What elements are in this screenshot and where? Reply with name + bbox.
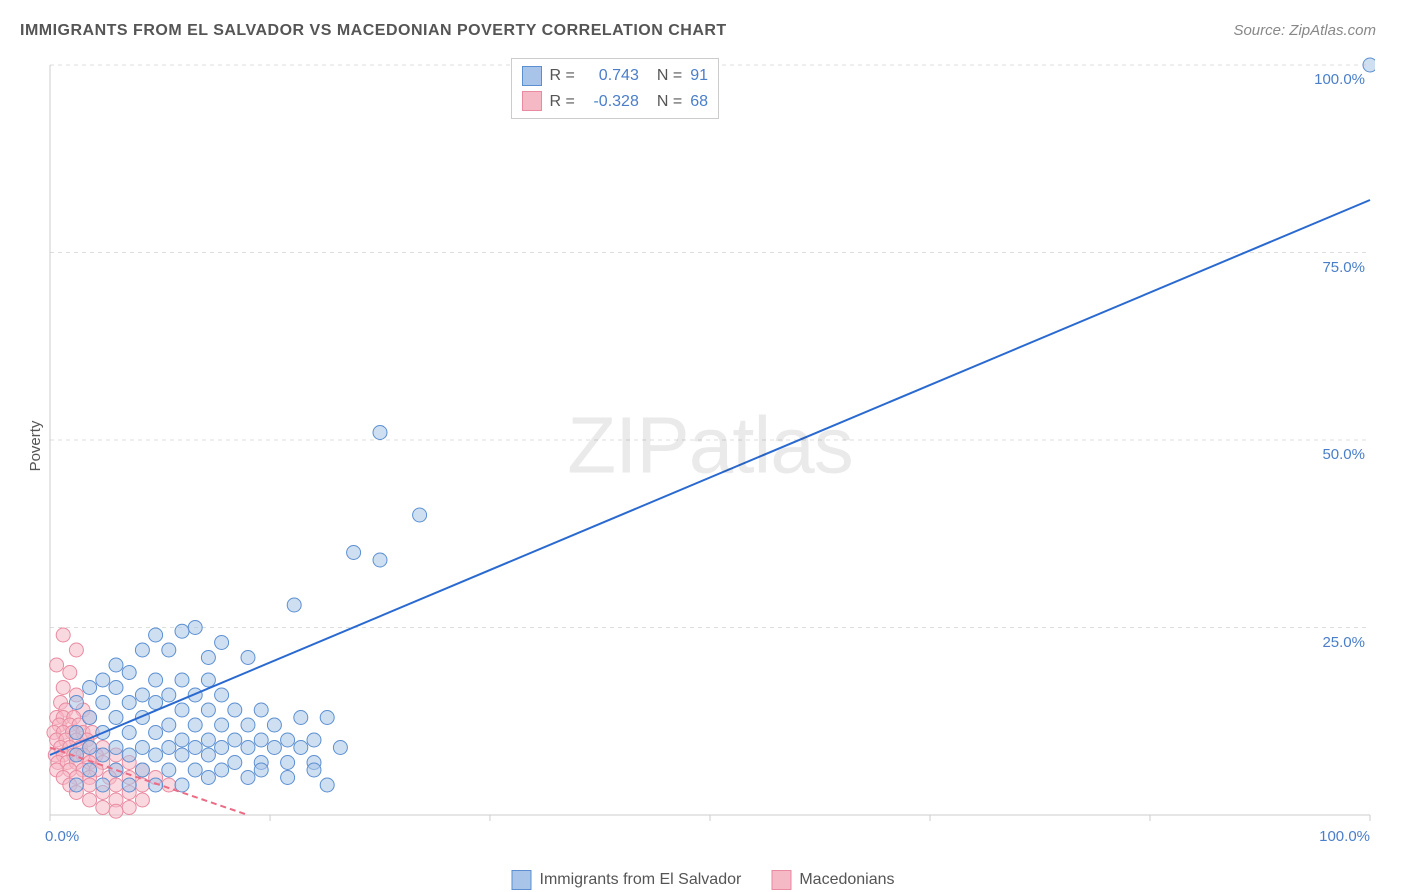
- r-value: -0.328: [583, 89, 639, 115]
- x-axis-tick-label-min: 0.0%: [45, 828, 79, 845]
- y-axis-tick-label-100: 100.0%: [1314, 71, 1365, 88]
- y-axis-label: Poverty: [27, 421, 44, 472]
- y-axis-tick-label-50: 50.0%: [1322, 446, 1365, 463]
- r-label: R =: [550, 89, 575, 115]
- legend-row: R = -0.328 N = 68: [522, 89, 708, 115]
- legend-swatch: [522, 91, 542, 111]
- y-axis-tick-label-25: 25.0%: [1322, 634, 1365, 651]
- n-label: N =: [657, 63, 682, 89]
- correlation-legend: R = 0.743 N = 91 R = -0.328 N = 68: [511, 58, 719, 119]
- legend-item: Macedonians: [771, 870, 894, 890]
- legend-swatch: [522, 66, 542, 86]
- legend-label: Macedonians: [799, 871, 894, 889]
- legend-row: R = 0.743 N = 91: [522, 63, 708, 89]
- source-label: Source: ZipAtlas.com: [1233, 22, 1376, 39]
- n-value: 91: [690, 63, 708, 89]
- n-label: N =: [657, 89, 682, 115]
- r-label: R =: [550, 63, 575, 89]
- r-value: 0.743: [583, 63, 639, 89]
- n-value: 68: [690, 89, 708, 115]
- scatter-chart: [45, 55, 1375, 845]
- legend-item: Immigrants from El Salvador: [511, 870, 741, 890]
- series-legend: Immigrants from El Salvador Macedonians: [511, 870, 894, 890]
- plot-area: ZIPatlas R =0.743N =91R =-0.328N =68 0.0…: [45, 55, 1375, 845]
- legend-label: Immigrants from El Salvador: [539, 871, 741, 889]
- x-axis-tick-label-max: 100.0%: [1319, 828, 1370, 845]
- y-axis-tick-label-75: 75.0%: [1322, 259, 1365, 276]
- legend-swatch: [771, 870, 791, 890]
- chart-title: IMMIGRANTS FROM EL SALVADOR VS MACEDONIA…: [20, 22, 727, 40]
- legend-swatch: [511, 870, 531, 890]
